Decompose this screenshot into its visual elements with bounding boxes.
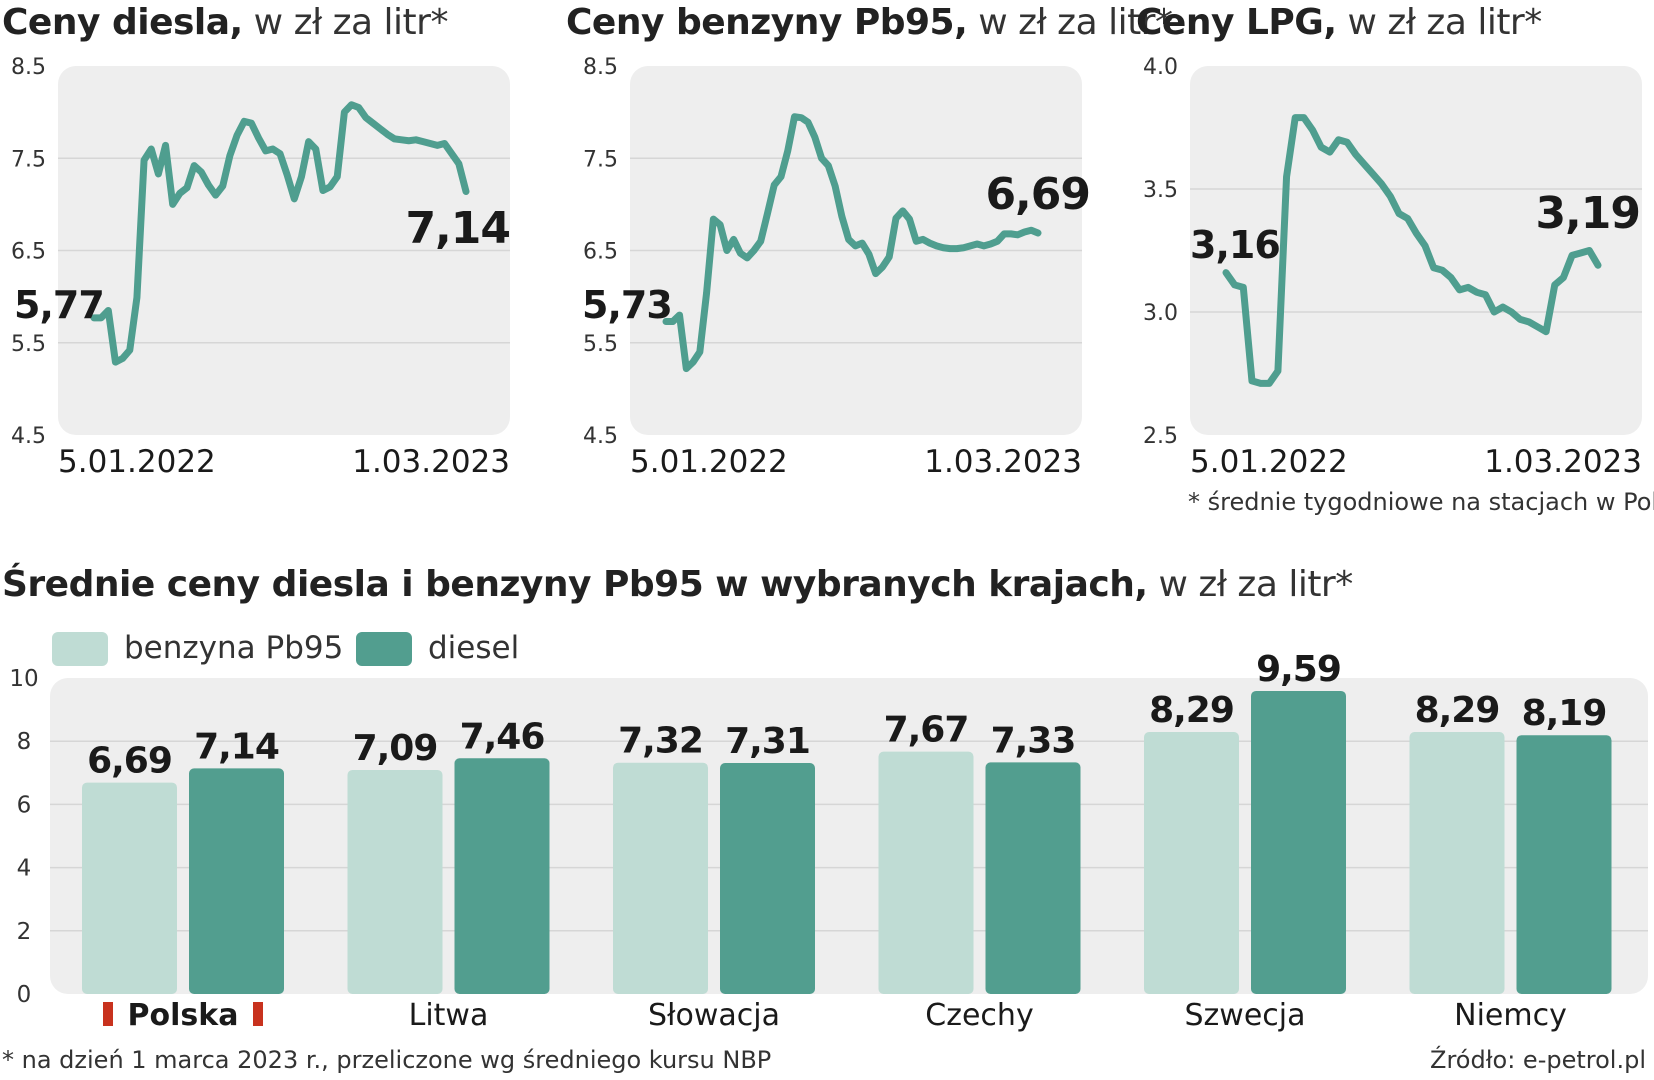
category-label: Słowacja [648, 998, 780, 1033]
petrol-y-tick-label: 8.5 [583, 55, 618, 80]
lpg-x-start-label: 5.01.2022 [1190, 444, 1348, 480]
petrol-end-value-label: 6,69 [985, 169, 1090, 220]
bar-diesel-polska [189, 768, 284, 994]
petrol-x-end-label: 1.03.2023 [924, 444, 1082, 480]
bar-value-label: 8,29 [1149, 690, 1234, 731]
nbp-rate-footnote: * na dzień 1 marca 2023 r., przeliczone … [2, 1046, 772, 1074]
diesel-y-tick-label: 7.5 [11, 147, 46, 172]
diesel-start-value-label: 5,77 [14, 283, 104, 327]
category-label: Litwa [409, 998, 489, 1033]
diesel-title-unit: w zł za litr* [242, 2, 449, 43]
poland-flag-left-icon [103, 1002, 113, 1026]
bar-petrol-szwecja [1144, 732, 1239, 994]
lpg-start-value-label: 3,16 [1190, 223, 1280, 267]
petrol-x-start-label: 5.01.2022 [630, 444, 788, 480]
source-credit: Źródło: e-petrol.pl [1430, 1046, 1646, 1074]
diesel-x-start-label: 5.01.2022 [58, 444, 216, 480]
category-label: Niemcy [1454, 998, 1567, 1033]
bar-value-label: 6,69 [87, 741, 172, 782]
diesel-chart-group: 8.5 7.5 6.5 5.5 4.5 5,77 7,14 5.01.2022 1.03.202… [11, 55, 511, 480]
diesel-panel-title: Ceny diesla, w zł za litr* [2, 2, 448, 43]
petrol-y-tick-label: 7.5 [583, 147, 618, 172]
diesel-price-line [90, 101, 470, 366]
lpg-price-line [1222, 114, 1602, 387]
petrol-price-line [662, 113, 1042, 373]
category-label: Czechy [925, 998, 1033, 1033]
bar-diesel-litwa [454, 758, 550, 994]
bar-chart-title-unit: w zł za litr* [1147, 564, 1353, 605]
diesel-x-end-label: 1.03.2023 [352, 444, 510, 480]
lpg-y-tick-label: 3.0 [1143, 301, 1178, 326]
petrol-start-value-label: 5,73 [582, 283, 672, 327]
diesel-y-tick-label: 5.5 [11, 332, 46, 357]
bar-petrol-czechy [878, 751, 974, 994]
bar-value-label: 7,09 [353, 728, 438, 769]
bar-y-tick-label: 0 [17, 982, 32, 1008]
bar-petrol-polska [82, 782, 177, 994]
lpg-y-tick-label: 4.0 [1143, 55, 1178, 80]
bar-value-label: 7,33 [991, 720, 1076, 761]
diesel-y-tick-label: 8.5 [11, 55, 46, 80]
bar-diesel-czechy [985, 762, 1081, 994]
bar-value-label: 7,67 [884, 710, 969, 751]
lpg-chart-group: 4.0 3.5 3.0 2.5 3,16 3,19 5.01.2022 1.03.2023 [1143, 55, 1642, 480]
bar-petrol-litwa [347, 769, 443, 994]
bar-petrol-słowacja [613, 762, 708, 994]
bar-chart-title: Średnie ceny diesla i benzyny Pb95 w wyb… [2, 564, 1353, 605]
bar-diesel-szwecja [1251, 690, 1346, 994]
legend-label-diesel: diesel [428, 630, 520, 666]
bar-value-label: 8,19 [1522, 693, 1607, 734]
lpg-panel-title: Ceny LPG, w zł za litr* [1136, 2, 1542, 43]
bar-y-tick-label: 10 [9, 666, 38, 692]
lpg-title-unit: w zł za litr* [1336, 2, 1542, 43]
petrol-y-tick-label: 4.5 [583, 424, 618, 449]
bar-y-tick-label: 2 [17, 919, 32, 945]
bar-y-tick-label: 4 [17, 856, 32, 882]
petrol-chart-group: 8.5 7.5 6.5 5.5 4.5 5,73 6,69 5.01.2022 1.03.202… [582, 55, 1091, 480]
petrol-title-bold: Ceny benzyny Pb95, [566, 2, 968, 43]
lpg-y-tick-label: 2.5 [1143, 424, 1178, 449]
bar-value-label: 7,31 [725, 721, 810, 762]
petrol-y-tick-label: 5.5 [583, 332, 618, 357]
bar-value-label: 9,59 [1256, 649, 1341, 690]
bar-diesel-słowacja [720, 763, 815, 994]
legend-swatch-petrol [52, 632, 108, 666]
bar-plot-background [50, 678, 1648, 994]
lpg-title-bold: Ceny LPG, [1136, 2, 1337, 43]
lpg-end-value-label: 3,19 [1535, 188, 1640, 239]
petrol-panel-title: Ceny benzyny Pb95, w zł za litr* [566, 2, 1173, 43]
petrol-title-unit: w zł za litr* [967, 2, 1173, 43]
bar-y-tick-label: 8 [17, 729, 32, 755]
category-label-polska: Polska [128, 998, 239, 1033]
lpg-plot-background [1190, 66, 1642, 435]
legend-label-petrol: benzyna Pb95 [124, 630, 344, 666]
bar-petrol-niemcy [1409, 732, 1505, 994]
poland-flag-right-icon [253, 1002, 263, 1026]
weekly-average-footnote: * średnie tygodniowe na stacjach w Polsc… [1188, 488, 1654, 516]
category-label: Szwecja [1185, 998, 1306, 1033]
bar-y-tick-label: 6 [17, 792, 32, 818]
bar-diesel-niemcy [1516, 735, 1612, 994]
lpg-x-end-label: 1.03.2023 [1484, 444, 1642, 480]
bar-value-label: 7,14 [194, 726, 279, 767]
diesel-y-tick-label: 6.5 [11, 240, 46, 265]
bar-value-label: 8,29 [1415, 690, 1500, 731]
diesel-title-bold: Ceny diesla, [2, 2, 243, 43]
bar-value-label: 7,32 [618, 721, 703, 762]
diesel-y-tick-label: 4.5 [11, 424, 46, 449]
petrol-y-tick-label: 6.5 [583, 240, 618, 265]
bar-value-label: 7,46 [460, 716, 545, 757]
bar-chart-title-bold: Średnie ceny diesla i benzyny Pb95 w wyb… [2, 564, 1148, 605]
legend-swatch-diesel [356, 632, 412, 666]
lpg-y-tick-label: 3.5 [1143, 178, 1178, 203]
diesel-end-value-label: 7,14 [405, 203, 510, 254]
